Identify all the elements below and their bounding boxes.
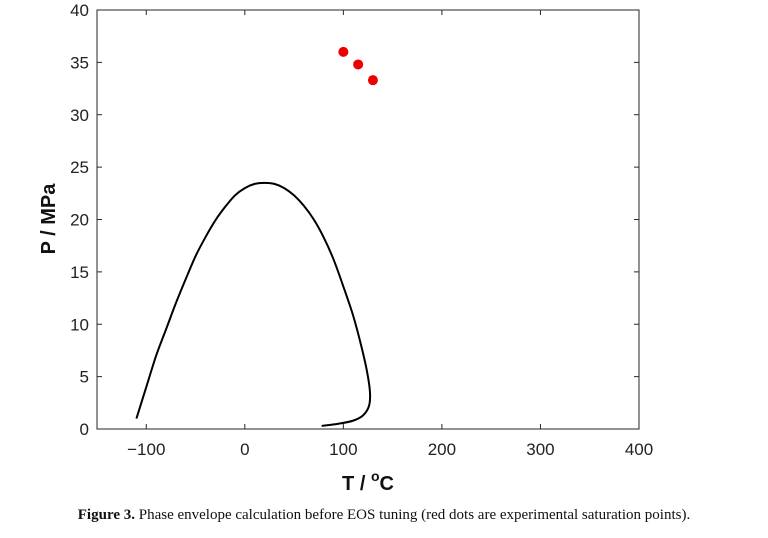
x-tick-label: 200 [428,440,456,459]
y-tick-label: 5 [80,368,89,387]
x-axis-label: T / oC [342,468,394,495]
y-tick-label: 35 [70,53,89,72]
y-axis-label: P / MPa [38,183,60,255]
figure-caption-label: Figure 3. [77,507,135,523]
axis-tick-labels: −100 0 100 200 300 400 0 5 10 15 20 25 30 35 40 [70,1,653,459]
x-axis-label-degree: o [371,468,380,484]
y-tick-label: 0 [80,420,89,439]
x-tick-label: 100 [329,440,357,459]
x-axis-label-unit: C [380,473,394,495]
y-tick-label: 30 [70,106,89,125]
phase-envelope-chart: −100 0 100 200 300 400 0 5 10 15 20 25 30 35 40 T / oC… [38,1,653,495]
figure-caption: Figure 3. Phase envelope calculation bef… [0,507,768,524]
y-tick-label: 40 [70,1,89,20]
y-tick-label: 25 [70,158,89,177]
x-tick-label: −100 [127,440,165,459]
y-tick-label: 15 [70,263,89,282]
saturation-point [353,59,364,70]
phase-envelope-line [135,181,372,427]
series-layer [135,46,378,427]
y-tick-label: 10 [70,315,89,334]
x-tick-label: 300 [526,440,554,459]
x-tick-label: 0 [240,440,249,459]
y-tick-label: 20 [70,211,89,230]
axis-ticks [97,9,640,430]
saturation-point [367,75,378,86]
figure-caption-text: Phase envelope calculation before EOS tu… [134,507,691,523]
saturation-point [338,46,349,57]
plot-area [96,9,640,430]
x-tick-label: 400 [625,440,653,459]
